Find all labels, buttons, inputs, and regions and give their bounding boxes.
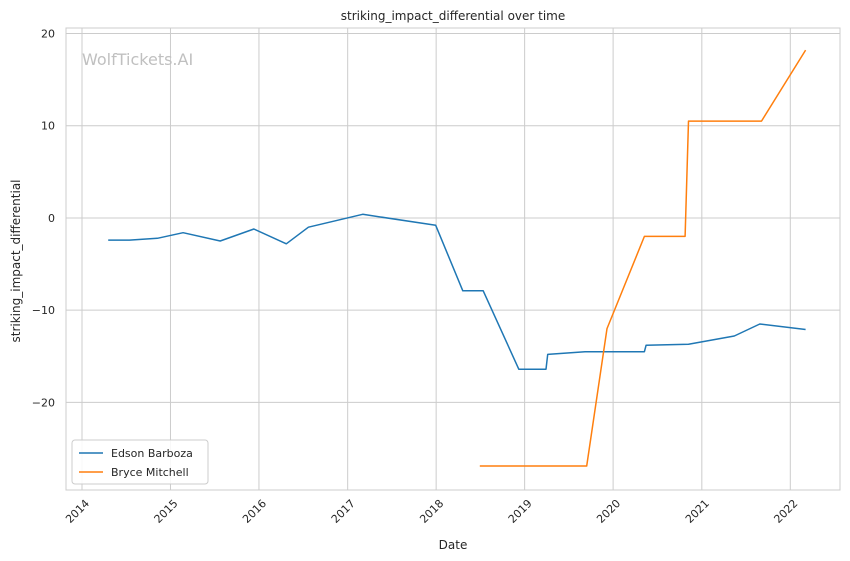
legend: Edson Barboza Bryce Mitchell <box>71 439 209 485</box>
legend-label-bryce-mitchell: Bryce Mitchell <box>111 466 189 479</box>
series-lines <box>108 49 807 467</box>
x-axis-label: Date <box>439 538 468 552</box>
legend-label-edson-barboza: Edson Barboza <box>111 447 193 460</box>
series-line-bryce-mitchell <box>479 49 807 467</box>
y-axis-label: striking_impact_differential <box>9 179 23 342</box>
grid-lines <box>66 28 840 490</box>
series-line-edson-barboza <box>108 213 806 370</box>
y-axis-ticks: 20 10 0 −10 −20 <box>32 28 55 410</box>
legend-box <box>71 439 209 485</box>
y-tick-label: 10 <box>41 120 55 133</box>
watermark-text: WolfTickets.AI <box>82 50 193 69</box>
y-tick-label: −20 <box>32 396 55 409</box>
plot-area-frame <box>65 27 841 491</box>
y-tick-label: 20 <box>41 28 55 41</box>
chart-title: striking_impact_differential over time <box>341 9 566 23</box>
y-tick-label: 0 <box>48 212 55 225</box>
y-tick-label: −10 <box>32 304 55 317</box>
